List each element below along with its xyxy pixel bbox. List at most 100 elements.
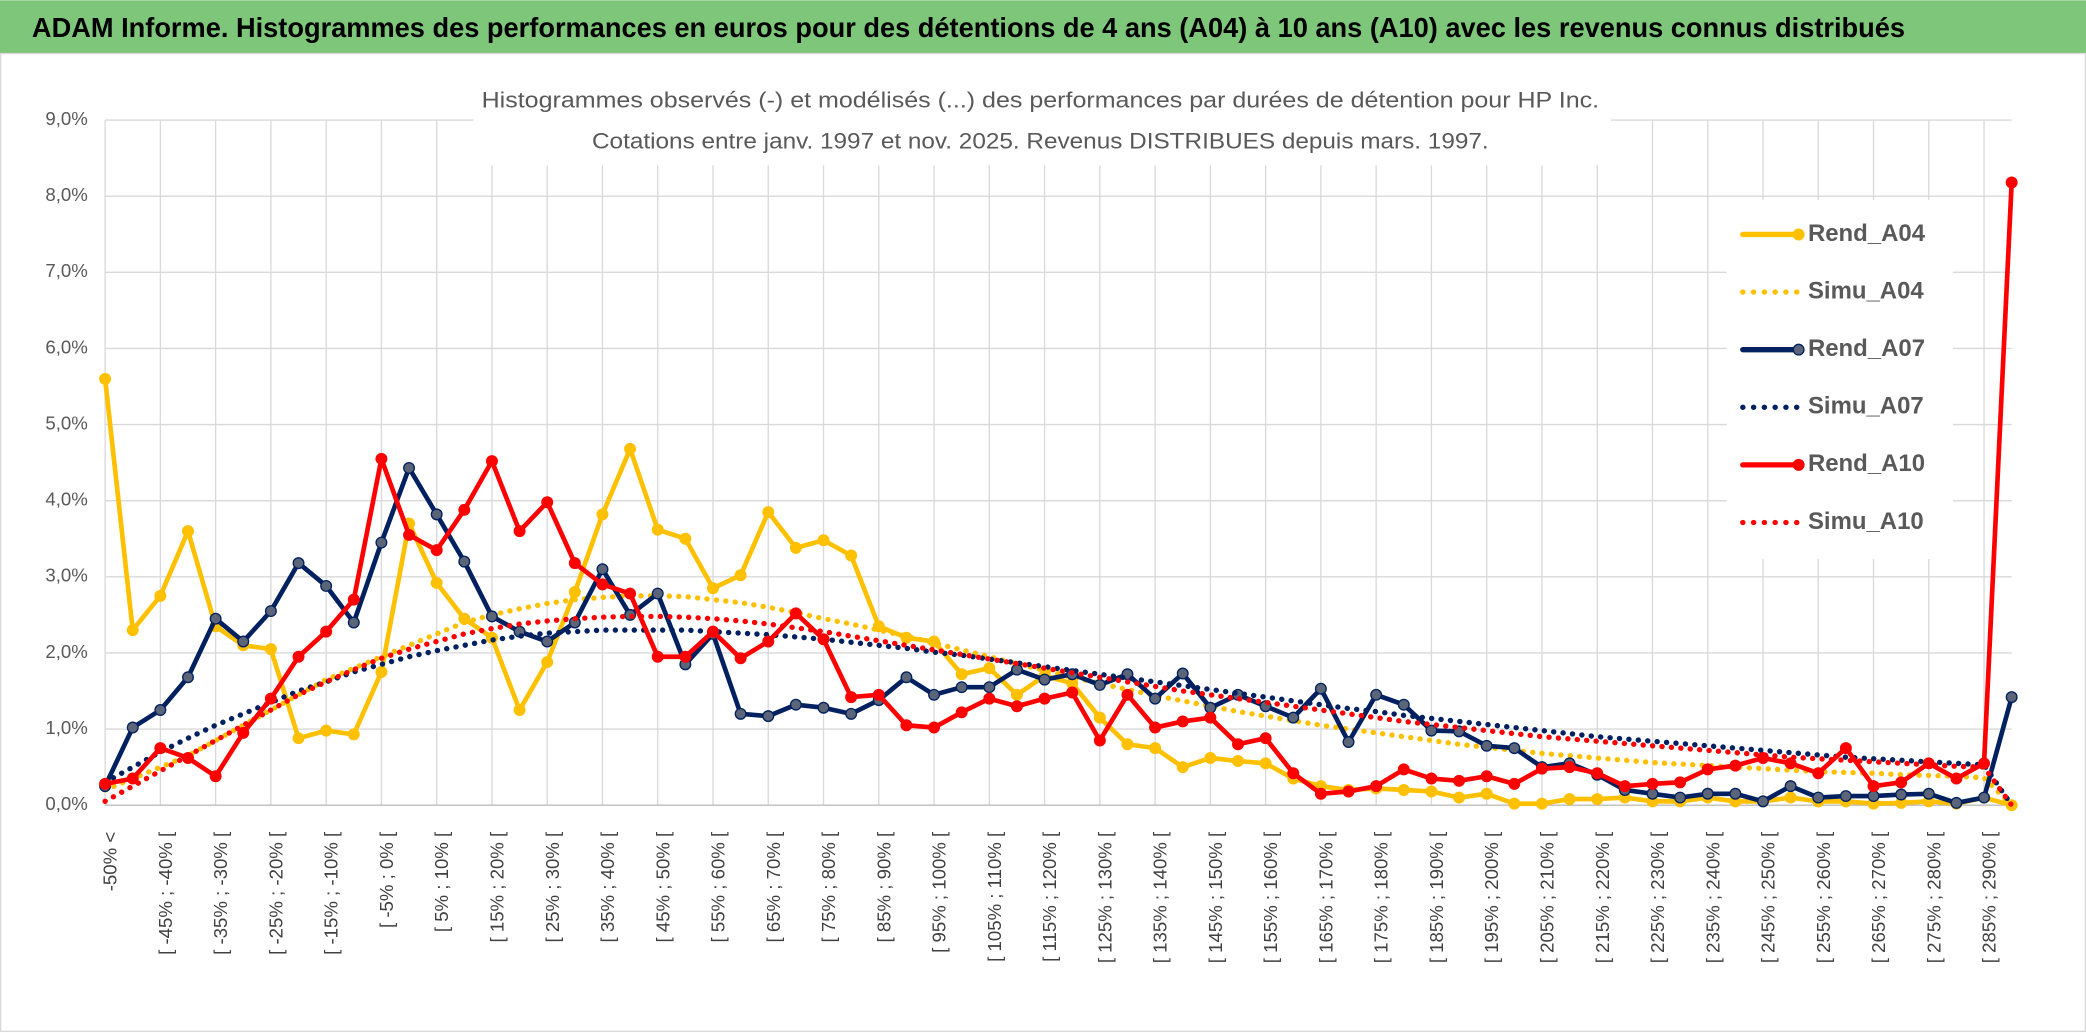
x-tick-label: [ 245% ; 250% [: [1758, 831, 1779, 963]
legend-label: Rend_A04: [1808, 220, 1926, 247]
series-marker: [955, 681, 968, 694]
series-marker: [596, 508, 609, 521]
series-marker: [154, 704, 167, 717]
series-marker: [1038, 692, 1051, 705]
series-marker: [1508, 742, 1521, 755]
series-marker: [596, 578, 609, 591]
series-marker: [1535, 762, 1548, 775]
series-marker: [1453, 791, 1466, 804]
series-marker: [1397, 763, 1410, 776]
legend-marker: [1792, 228, 1805, 241]
x-tick-label: -50% <: [100, 832, 121, 891]
legend-label: Simu_A10: [1808, 508, 1924, 535]
x-tick-label: [ 235% ; 240% [: [1702, 831, 1723, 963]
x-tick-label: [ 95% ; 100% [: [929, 831, 950, 953]
series-marker: [872, 688, 885, 701]
x-tick-label: [ 155% ; 160% [: [1260, 831, 1281, 963]
series-marker: [126, 624, 139, 637]
series-marker: [154, 589, 167, 602]
series-marker: [955, 668, 968, 681]
x-tick-label: [ 55% ; 60% [: [708, 831, 729, 943]
series-marker: [983, 692, 996, 705]
y-tick-label: 7,0%: [45, 260, 87, 281]
series-line: [102, 376, 2015, 808]
series-line: [102, 627, 2015, 808]
x-tick-label: [ 195% ; 200% [: [1481, 831, 1502, 963]
series-marker: [292, 650, 305, 663]
series-marker: [1508, 777, 1521, 790]
series-marker: [347, 728, 360, 741]
series-marker: [845, 691, 858, 704]
x-tick-label: [ 45% ; 50% [: [652, 831, 673, 943]
series-marker: [485, 610, 498, 623]
series-marker: [347, 593, 360, 606]
y-tick-label: 4,0%: [45, 489, 87, 510]
series-marker: [1674, 776, 1687, 789]
series-marker: [1232, 755, 1244, 768]
series-marker: [209, 770, 222, 783]
y-tick-label: 0,0%: [45, 793, 87, 814]
x-tick-label: [ 15% ; 20% [: [487, 831, 508, 943]
series-line: [102, 465, 2015, 806]
series-marker: [1784, 791, 1797, 804]
x-tick-label: [ 25% ; 30% [: [542, 831, 563, 943]
series-marker: [1121, 738, 1134, 751]
series-marker: [789, 541, 802, 554]
x-tick-label: [ 175% ; 180% [: [1371, 831, 1392, 963]
series-marker: [1287, 711, 1300, 724]
series-marker: [734, 569, 747, 582]
series-marker: [1812, 791, 1825, 804]
series-marker: [1204, 701, 1217, 714]
series-marker: [1839, 790, 1852, 803]
series-marker: [1812, 767, 1825, 780]
series-marker: [734, 652, 747, 665]
series-marker: [1259, 757, 1272, 770]
x-tick-label: [ 125% ; 130% [: [1094, 831, 1115, 963]
series-marker: [1287, 767, 1300, 780]
series-marker: [347, 616, 360, 629]
series-line: [102, 593, 2015, 808]
series-marker: [762, 710, 775, 723]
legend: Rend_A04 Simu_A04 Rend_A07 Simu_A07 Rend_A10…: [1726, 199, 1953, 560]
series-marker: [513, 525, 526, 538]
series-marker: [1204, 711, 1217, 724]
y-tick-label: 2,0%: [45, 641, 87, 662]
x-tick-label: [ 225% ; 230% [: [1647, 831, 1668, 963]
x-tick-label: [ 255% ; 260% [: [1813, 831, 1834, 963]
series-marker: [126, 721, 139, 734]
series-marker: [2005, 691, 2018, 704]
x-tick-label: [ 115% ; 120% [: [1039, 831, 1060, 962]
series-marker: [845, 549, 858, 562]
series-marker: [1176, 761, 1189, 774]
series-marker: [1563, 761, 1576, 774]
series-marker: [99, 777, 112, 790]
series-marker: [817, 534, 830, 547]
series-line: [102, 180, 2015, 797]
series-marker: [1591, 767, 1604, 780]
series-marker: [209, 612, 222, 625]
series-marker: [2005, 176, 2018, 189]
series-marker: [1066, 686, 1079, 699]
series-marker: [430, 508, 443, 521]
series-marker: [430, 576, 443, 589]
x-tick-label: [ 165% ; 170% [: [1315, 831, 1336, 963]
series-marker: [1149, 742, 1162, 755]
series-marker: [1342, 736, 1355, 748]
series-marker: [1563, 793, 1576, 806]
series-marker: [375, 665, 388, 678]
series-marker: [651, 587, 664, 600]
chart-subtitle: Cotations entre janv. 1997 et nov. 2025.…: [592, 129, 1489, 154]
legend-label: Simu_A07: [1808, 393, 1924, 420]
series-marker: [1121, 688, 1134, 701]
series-marker: [1342, 785, 1355, 798]
x-tick-label: [ 145% ; 150% [: [1205, 831, 1226, 963]
series-marker: [1895, 776, 1908, 789]
series-marker: [651, 650, 664, 663]
x-tick-label: [ 265% ; 270% [: [1868, 831, 1889, 963]
series-marker: [817, 701, 830, 714]
series-marker: [1839, 742, 1852, 755]
chart-title: Histogrammes observés (-) et modélisés (…: [482, 87, 1599, 112]
x-tick-label: [ 135% ; 140% [: [1150, 831, 1171, 963]
series-marker: [541, 635, 554, 648]
series-marker: [1425, 785, 1438, 798]
